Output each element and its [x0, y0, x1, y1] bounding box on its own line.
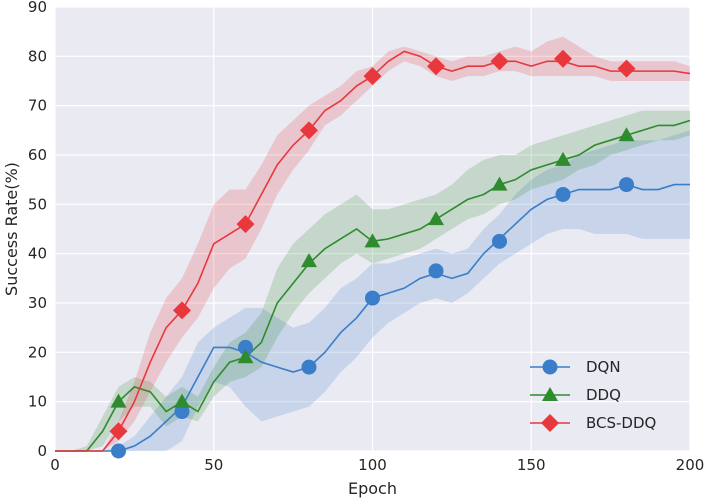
x-axis-label: Epoch — [348, 479, 397, 498]
legend-dqn-marker — [542, 359, 558, 375]
bcs-ddq-band — [55, 36, 690, 451]
y-tick-label: 0 — [37, 442, 47, 460]
bcs-ddq-marker — [554, 49, 572, 68]
x-tick-label: 50 — [204, 456, 223, 474]
ddq-marker — [364, 233, 381, 248]
y-tick-label: 70 — [28, 97, 47, 115]
x-tick-label: 100 — [358, 456, 387, 474]
bcs-ddq-marker — [617, 59, 636, 78]
x-tick-label: 150 — [517, 456, 546, 474]
bcs-ddq-marker — [173, 301, 191, 320]
x-tick-label: 200 — [676, 456, 705, 474]
x-tick-label: 0 — [50, 456, 60, 474]
legend-ddq-marker — [542, 387, 558, 401]
dqn-marker — [428, 263, 444, 279]
legend: DQN DDQ BCS-DDQ — [530, 358, 656, 432]
ddq-marker — [555, 151, 571, 166]
x-tick-labels: 0 50 100 150 200 — [50, 456, 704, 474]
ddq-marker — [491, 176, 508, 191]
dqn-marker — [111, 443, 126, 459]
y-tick-labels: 0 10 20 30 40 50 60 70 80 90 — [28, 0, 47, 460]
legend-dqn-label: DQN — [586, 358, 621, 376]
ddq-marker — [174, 393, 190, 408]
bcs-ddq-marker — [427, 57, 445, 76]
ddq-marker — [301, 253, 317, 268]
y-tick-label: 10 — [28, 393, 47, 411]
dqn-marker — [619, 177, 634, 193]
y-tick-label: 30 — [28, 294, 47, 312]
dqn-marker — [492, 233, 507, 249]
y-tick-label: 40 — [28, 245, 47, 263]
bcs-ddq-marker — [300, 121, 318, 140]
y-tick-label: 80 — [28, 47, 47, 65]
bcs-ddq-marker — [236, 215, 255, 234]
y-axis-label: Success Rate(%) — [2, 162, 21, 296]
bcs-ddq-marker — [363, 67, 382, 86]
bcs-ddq-marker — [109, 422, 128, 441]
y-tick-label: 20 — [28, 343, 47, 361]
series-markers — [109, 49, 636, 459]
legend-ddq-label: DDQ — [586, 386, 621, 404]
ddq-band — [55, 110, 690, 451]
ddq-marker — [237, 349, 254, 364]
y-tick-label: 90 — [28, 0, 47, 16]
dqn-marker — [365, 290, 380, 306]
legend-bcs-ddq-marker — [541, 414, 559, 432]
bcs-ddq-marker — [490, 52, 509, 71]
ddq-marker — [428, 211, 444, 226]
ddq-marker — [618, 127, 635, 142]
dqn-marker — [301, 359, 317, 375]
y-tick-label: 60 — [28, 146, 47, 164]
y-tick-label: 50 — [28, 195, 47, 213]
legend-bcs-ddq-label: BCS-DDQ — [586, 414, 656, 432]
dqn-marker — [555, 186, 571, 202]
ddq-marker — [110, 393, 127, 408]
